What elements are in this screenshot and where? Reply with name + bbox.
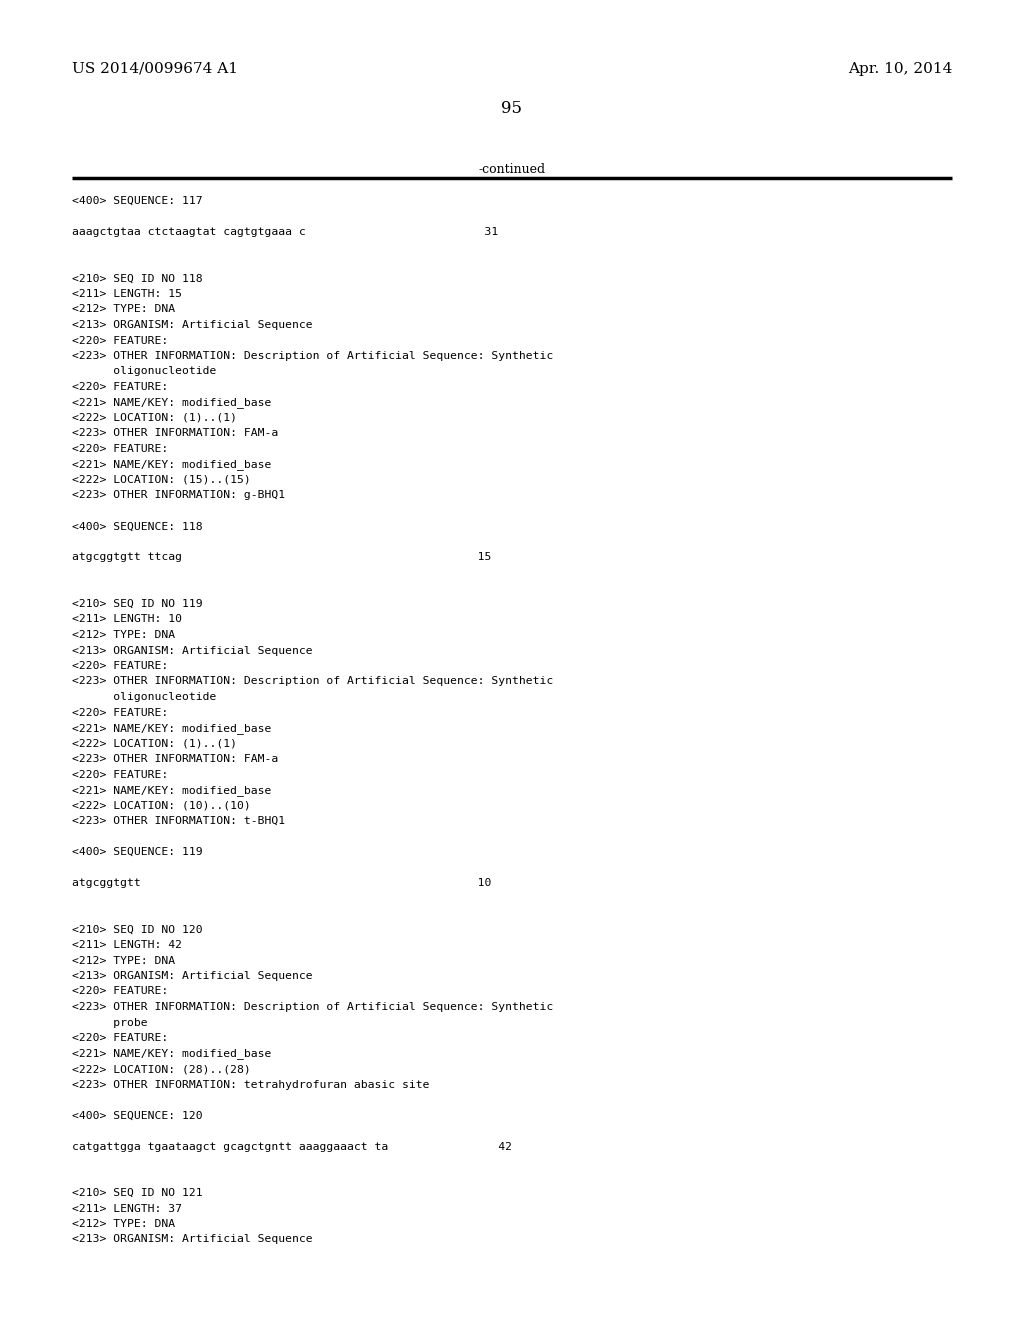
Text: <400> SEQUENCE: 118: <400> SEQUENCE: 118 <box>72 521 203 532</box>
Text: <222> LOCATION: (15)..(15): <222> LOCATION: (15)..(15) <box>72 475 251 484</box>
Text: <220> FEATURE:: <220> FEATURE: <box>72 770 168 780</box>
Text: <220> FEATURE:: <220> FEATURE: <box>72 335 168 346</box>
Text: <211> LENGTH: 10: <211> LENGTH: 10 <box>72 615 182 624</box>
Text: <210> SEQ ID NO 121: <210> SEQ ID NO 121 <box>72 1188 203 1199</box>
Text: <220> FEATURE:: <220> FEATURE: <box>72 986 168 997</box>
Text: aaagctgtaa ctctaagtat cagtgtgaaa c                          31: aaagctgtaa ctctaagtat cagtgtgaaa c 31 <box>72 227 499 238</box>
Text: Apr. 10, 2014: Apr. 10, 2014 <box>848 62 952 77</box>
Text: <223> OTHER INFORMATION: Description of Artificial Sequence: Synthetic: <223> OTHER INFORMATION: Description of … <box>72 676 553 686</box>
Text: <223> OTHER INFORMATION: FAM-a: <223> OTHER INFORMATION: FAM-a <box>72 754 279 764</box>
Text: <222> LOCATION: (1)..(1): <222> LOCATION: (1)..(1) <box>72 413 237 422</box>
Text: -continued: -continued <box>478 162 546 176</box>
Text: <221> NAME/KEY: modified_base: <221> NAME/KEY: modified_base <box>72 723 271 734</box>
Text: <223> OTHER INFORMATION: g-BHQ1: <223> OTHER INFORMATION: g-BHQ1 <box>72 491 285 500</box>
Text: atgcggtgtt                                                 10: atgcggtgtt 10 <box>72 878 492 888</box>
Text: <212> TYPE: DNA: <212> TYPE: DNA <box>72 305 175 314</box>
Text: <221> NAME/KEY: modified_base: <221> NAME/KEY: modified_base <box>72 1048 271 1060</box>
Text: oligonucleotide: oligonucleotide <box>72 692 216 702</box>
Text: <213> ORGANISM: Artificial Sequence: <213> ORGANISM: Artificial Sequence <box>72 972 312 981</box>
Text: oligonucleotide: oligonucleotide <box>72 367 216 376</box>
Text: <223> OTHER INFORMATION: Description of Artificial Sequence: Synthetic: <223> OTHER INFORMATION: Description of … <box>72 351 553 360</box>
Text: <400> SEQUENCE: 120: <400> SEQUENCE: 120 <box>72 1110 203 1121</box>
Text: <220> FEATURE:: <220> FEATURE: <box>72 708 168 718</box>
Text: <223> OTHER INFORMATION: FAM-a: <223> OTHER INFORMATION: FAM-a <box>72 429 279 438</box>
Text: <223> OTHER INFORMATION: tetrahydrofuran abasic site: <223> OTHER INFORMATION: tetrahydrofuran… <box>72 1080 429 1089</box>
Text: <222> LOCATION: (28)..(28): <222> LOCATION: (28)..(28) <box>72 1064 251 1074</box>
Text: <213> ORGANISM: Artificial Sequence: <213> ORGANISM: Artificial Sequence <box>72 645 312 656</box>
Text: <221> NAME/KEY: modified_base: <221> NAME/KEY: modified_base <box>72 459 271 470</box>
Text: <220> FEATURE:: <220> FEATURE: <box>72 1034 168 1043</box>
Text: <210> SEQ ID NO 119: <210> SEQ ID NO 119 <box>72 599 203 609</box>
Text: <213> ORGANISM: Artificial Sequence: <213> ORGANISM: Artificial Sequence <box>72 1234 312 1245</box>
Text: <210> SEQ ID NO 118: <210> SEQ ID NO 118 <box>72 273 203 284</box>
Text: <212> TYPE: DNA: <212> TYPE: DNA <box>72 630 175 640</box>
Text: <221> NAME/KEY: modified_base: <221> NAME/KEY: modified_base <box>72 397 271 408</box>
Text: <210> SEQ ID NO 120: <210> SEQ ID NO 120 <box>72 924 203 935</box>
Text: <400> SEQUENCE: 117: <400> SEQUENCE: 117 <box>72 195 203 206</box>
Text: <212> TYPE: DNA: <212> TYPE: DNA <box>72 1218 175 1229</box>
Text: <220> FEATURE:: <220> FEATURE: <box>72 444 168 454</box>
Text: atgcggtgtt ttcag                                           15: atgcggtgtt ttcag 15 <box>72 553 492 562</box>
Text: <213> ORGANISM: Artificial Sequence: <213> ORGANISM: Artificial Sequence <box>72 319 312 330</box>
Text: probe: probe <box>72 1018 147 1027</box>
Text: 95: 95 <box>502 100 522 117</box>
Text: <220> FEATURE:: <220> FEATURE: <box>72 661 168 671</box>
Text: <400> SEQUENCE: 119: <400> SEQUENCE: 119 <box>72 847 203 857</box>
Text: <222> LOCATION: (10)..(10): <222> LOCATION: (10)..(10) <box>72 800 251 810</box>
Text: <223> OTHER INFORMATION: t-BHQ1: <223> OTHER INFORMATION: t-BHQ1 <box>72 816 285 826</box>
Text: <211> LENGTH: 37: <211> LENGTH: 37 <box>72 1204 182 1213</box>
Text: <223> OTHER INFORMATION: Description of Artificial Sequence: Synthetic: <223> OTHER INFORMATION: Description of … <box>72 1002 553 1012</box>
Text: US 2014/0099674 A1: US 2014/0099674 A1 <box>72 62 238 77</box>
Text: <221> NAME/KEY: modified_base: <221> NAME/KEY: modified_base <box>72 785 271 796</box>
Text: catgattgga tgaataagct gcagctgntt aaaggaaact ta                42: catgattgga tgaataagct gcagctgntt aaaggaa… <box>72 1142 512 1151</box>
Text: <211> LENGTH: 42: <211> LENGTH: 42 <box>72 940 182 950</box>
Text: <211> LENGTH: 15: <211> LENGTH: 15 <box>72 289 182 300</box>
Text: <212> TYPE: DNA: <212> TYPE: DNA <box>72 956 175 965</box>
Text: <220> FEATURE:: <220> FEATURE: <box>72 381 168 392</box>
Text: <222> LOCATION: (1)..(1): <222> LOCATION: (1)..(1) <box>72 738 237 748</box>
